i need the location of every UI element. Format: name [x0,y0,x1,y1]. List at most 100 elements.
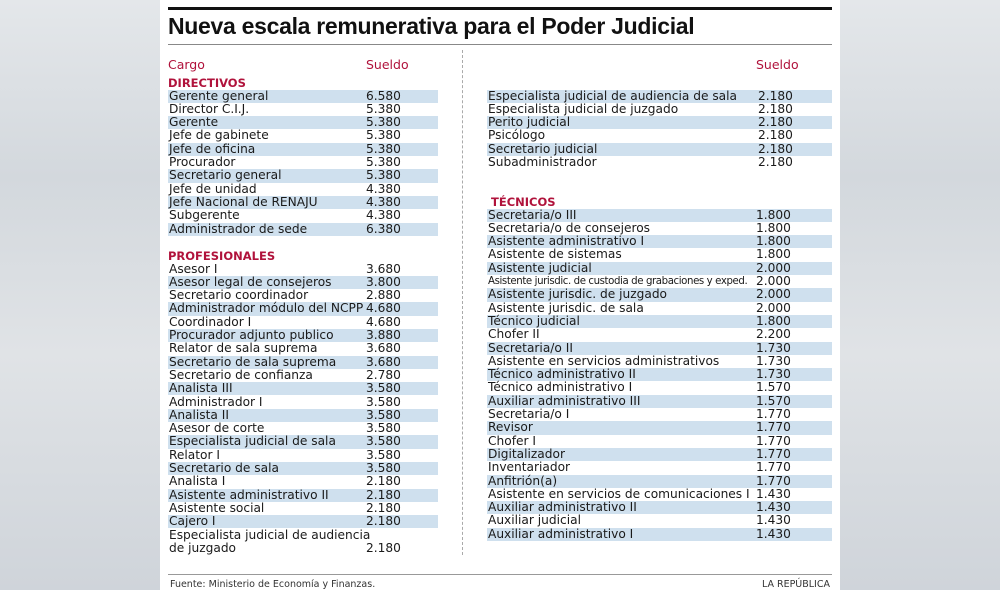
table-row: Asistente jurisdic. de custodia de graba… [487,274,832,288]
sueldo-value: 2.180 [758,115,793,130]
table-row: Especialista judicial de sala 3.580 [168,434,438,449]
sueldo-value: 2.000 [756,287,791,302]
section-profesionales: PROFESIONALES [168,249,276,263]
table-row: Secretario coordinador 2.880 [168,288,438,303]
table-row: Asistente jurisdic. de sala 2.000 [487,300,832,315]
table-row: Perito judicial 2.180 [487,115,832,130]
sueldo-value: 1.770 [756,460,791,475]
sueldo-value: 1.570 [756,393,791,408]
cargo-label: Asistente jurisdic. de sala [488,300,644,315]
section-directivos: DIRECTIVOS [168,76,246,90]
table-row: Técnico administrativo II 1.730 [487,367,832,382]
cargo-label: Inventariador [488,460,571,475]
sueldo-value: 2.180 [366,514,401,529]
table-row: Gerente 5.380 [168,115,438,130]
cargo-label: Perito judicial [488,115,571,130]
cargo-label: Subadministrador [488,155,597,169]
sueldo-value: 4.680 [366,301,401,316]
cargo-label: Asistente de sistemas [488,247,622,262]
table-row: Inventariador 1.770 [487,460,832,475]
table-row: Analista I 2.180 [168,474,438,489]
cargo-label: Secretaria/o III [488,207,577,222]
cargo-label: Relator de sala suprema [169,341,318,356]
table-row: Director C.I.J. 5.380 [168,101,438,116]
table-row: Auxiliar administrativo II 1.430 [487,500,832,515]
sueldo-value: 5.380 [366,141,401,156]
sueldo-value: 1.800 [756,247,791,262]
cargo-label: Auxiliar administrativo III [488,393,641,408]
sueldo-value: 2.180 [366,540,401,555]
cargo-label: Auxiliar administrativo I [488,526,634,541]
cargo-label: Relator I [169,447,220,462]
sueldo-value: 2.180 [758,101,793,116]
sueldo-value: 1.800 [756,207,791,222]
sueldo-value: 1.800 [756,220,791,235]
table-row: Revisor 1.770 [487,420,832,435]
sueldo-value: 4.380 [366,181,401,196]
table-row: Especialista judicial de audiencia de sa… [487,89,832,103]
sueldo-value: 1.430 [756,486,791,501]
sueldo-value: 1.730 [756,353,791,368]
table-row: Coordinador I 4.680 [168,314,438,329]
cargo-label: Jefe de unidad [169,181,257,196]
sueldo-value: 3.580 [366,381,401,396]
table-row: Subadministrador 2.180 [487,155,832,169]
sueldo-value: 2.180 [366,500,401,515]
cargo-label: Secretaria/o de consejeros [488,220,650,235]
table-row: Administrador de sede 6.380 [168,221,438,236]
table-row-continued: de juzgado 2.180 [168,540,438,555]
table-row: Asistente en servicios administrativos 1.… [487,353,832,368]
sueldo-value: 3.580 [366,447,401,462]
table-row: Jefe de oficina 5.380 [168,141,438,156]
cargo-label: Administrador de sede [169,221,308,236]
table-row: Chofer I 1.770 [487,434,832,448]
cargo-label: Subgerente [169,208,240,223]
table-row: Especialista judicial de juzgado 2.180 [487,101,832,116]
cargo-label: Técnico administrativo II [488,367,636,382]
cargo-label: Secretaria/o I [488,407,570,421]
cargo-label: Jefe de oficina [169,141,256,156]
sueldo-value: 3.580 [366,407,401,422]
sueldo-value: 6.380 [366,221,401,236]
cargo-label: Anfitrión(a) [488,473,558,488]
sueldo-value: 2.000 [756,274,791,288]
table-row: Auxiliar administrativo I 1.430 [487,526,832,541]
table-row: Digitalizador 1.770 [487,447,832,462]
cargo-label: Analista III [169,381,233,396]
table-row: Secretario de sala 3.580 [168,461,438,476]
sueldo-value: 1.730 [756,367,791,382]
table-row: Procurador adjunto publico 3.880 [168,328,438,343]
cargo-label: Coordinador I [169,314,252,329]
sueldo-value: 3.580 [366,421,401,436]
cargo-label: Secretario coordinador [169,288,309,303]
cargo-label: Analista II [169,407,229,422]
cargo-label: Asesor I [169,261,218,276]
cargo-label: Asistente administrativo I [488,234,645,249]
sueldo-value: 5.380 [366,101,401,116]
sueldo-value: 2.180 [366,487,401,502]
source-note: Fuente: Ministerio de Economía y Finanza… [170,579,376,590]
page-title: Nueva escala remunerativa para el Poder … [168,13,695,39]
table-row: Procurador 5.380 [168,155,438,169]
sueldo-value: 5.380 [366,115,401,130]
cargo-label: Secretario de sala suprema [169,354,337,369]
table-row: Cajero I 2.180 [168,514,438,529]
table-row: Analista II 3.580 [168,407,438,423]
table-row: Subgerente 4.380 [168,208,438,223]
table-row: Auxiliar judicial 1.430 [487,513,832,528]
cargo-label: Administrador módulo del NCPP [169,301,364,316]
table-row: Técnico administrativo I 1.570 [487,381,832,395]
cargo-label: Secretaria/o II [488,340,573,355]
sueldo-value: 1.430 [756,513,791,528]
table-row: Especialista judicial de audiencia [168,528,438,542]
cargo-label: Gerente general [169,88,269,103]
sueldo-value: 2.180 [758,141,793,156]
cargo-label: Especialista judicial de sala [169,434,336,449]
table-row: Secretario judicial 2.180 [487,141,832,156]
cargo-label: Psicólogo [488,128,546,143]
cargo-label: Analista I [169,474,226,489]
title-divider [168,44,832,45]
sueldo-value: 1.770 [756,473,791,488]
cargo-label: Auxiliar administrativo II [488,500,637,515]
sueldo-value: 2.000 [756,260,791,275]
